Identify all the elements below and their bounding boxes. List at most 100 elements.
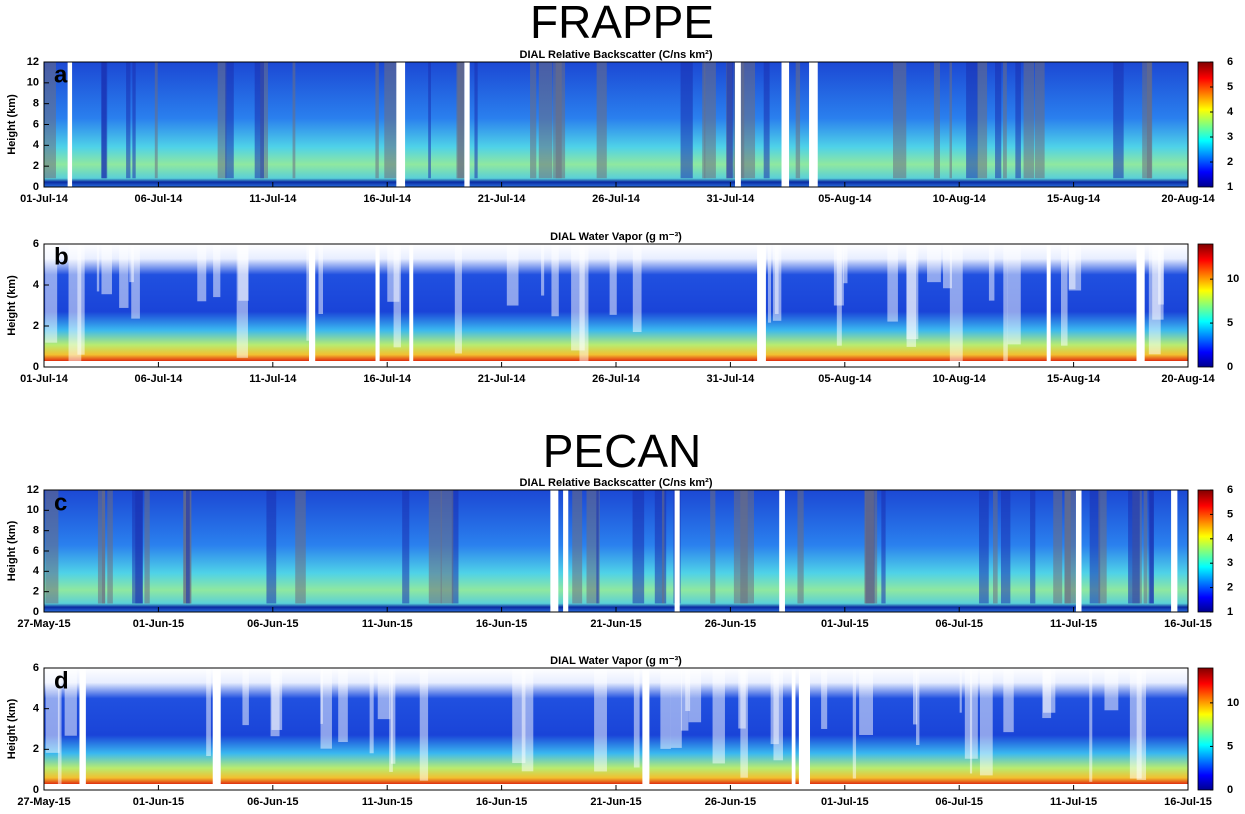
y-tick-label: 12 — [27, 56, 39, 68]
x-tick-label: 21-Jul-14 — [478, 373, 527, 385]
heatmap-stripe — [132, 62, 136, 179]
data-gap — [1046, 244, 1051, 367]
heatmap-stripe — [1034, 62, 1045, 179]
heatmap-stripe — [1030, 490, 1036, 604]
x-tick-label: 27-May-15 — [17, 618, 70, 630]
heatmap-stripe — [129, 244, 134, 283]
x-tick-label: 01-Jul-14 — [20, 193, 69, 205]
heatmap-stripe — [1015, 62, 1021, 179]
data-gap — [375, 244, 380, 367]
heatmap-stripe — [710, 490, 716, 604]
heatmap-stripe — [927, 244, 941, 283]
y-tick-label: 2 — [33, 586, 39, 598]
x-tick-label: 01-Jul-14 — [20, 373, 69, 385]
data-gap — [67, 62, 73, 187]
heatmap-stripe — [670, 668, 682, 748]
colorbar-tick-label: 4 — [1227, 106, 1234, 118]
colorbar-tick-label: 0 — [1227, 361, 1233, 373]
heatmap-stripe — [375, 62, 379, 179]
heatmap-stripe — [132, 490, 143, 604]
x-tick-label: 06-Jun-15 — [247, 618, 298, 630]
x-tick-label: 21-Jul-14 — [478, 193, 527, 205]
heatmap-stripe — [1113, 62, 1124, 179]
colorbar-tick-label: 3 — [1227, 131, 1233, 143]
data-gap — [791, 668, 796, 790]
heatmap-stripe — [881, 490, 886, 604]
heatmap-stripe — [57, 668, 62, 789]
x-tick-label: 10-Aug-14 — [933, 193, 987, 205]
y-tick-label: 4 — [33, 139, 40, 151]
colorbar-tick-label: 0 — [1227, 784, 1233, 796]
heatmap-stripe — [1023, 62, 1035, 179]
heatmap-stripe — [64, 668, 77, 736]
y-tick-label: 0 — [33, 606, 39, 618]
data-gap — [396, 62, 406, 187]
heatmap-stripe — [852, 668, 857, 779]
heatmap-stripe — [45, 490, 59, 604]
x-tick-label: 26-Jul-14 — [592, 193, 641, 205]
heatmap-stripe — [1146, 62, 1153, 179]
data-gap — [212, 668, 221, 790]
heatmap-stripe — [107, 490, 113, 604]
section-heading: PECAN — [543, 425, 701, 477]
x-tick-label: 06-Jul-14 — [135, 373, 184, 385]
heatmap-stripe — [726, 62, 734, 179]
heatmap-stripe — [913, 668, 918, 725]
y-tick-label: 6 — [33, 545, 39, 557]
heatmap-stripe — [96, 244, 100, 292]
heatmap-stripe — [213, 244, 221, 298]
heatmap-stripe — [154, 62, 158, 179]
x-tick-label: 26-Jun-15 — [705, 618, 756, 630]
x-tick-label: 31-Jul-14 — [707, 373, 756, 385]
colorbar-tick-label: 2 — [1227, 582, 1233, 594]
x-tick-label: 05-Aug-14 — [818, 373, 872, 385]
heatmap-stripe — [1128, 490, 1140, 604]
data-gap — [409, 244, 414, 367]
colorbar-tick-label: 3 — [1227, 557, 1233, 569]
heatmap-stripe — [906, 244, 919, 340]
heatmap-stripe — [454, 244, 462, 354]
heatmap-stripe — [633, 668, 640, 768]
heatmap-stripe — [428, 490, 442, 604]
heatmap-stripe — [384, 62, 398, 179]
heatmap-stripe — [1007, 244, 1021, 345]
section-heading: FRAPPE — [530, 0, 714, 48]
panel-title: DIAL Water Vapor (g m⁻³) — [550, 655, 682, 667]
y-tick-label: 4 — [33, 703, 40, 715]
heatmap-stripe — [632, 490, 645, 604]
y-tick-label: 2 — [33, 160, 39, 172]
y-tick-label: 2 — [33, 743, 39, 755]
heatmap-stripe — [661, 490, 665, 604]
x-tick-label: 27-May-15 — [17, 796, 70, 808]
heatmap-stripe — [702, 62, 706, 179]
heatmap-stripe — [821, 668, 828, 729]
heatmap-stripe — [795, 62, 801, 179]
heatmap-stripe — [402, 490, 410, 604]
heatmap-stripe — [419, 668, 429, 781]
heatmap-stripe — [538, 62, 553, 179]
heatmap-stripe — [217, 62, 227, 179]
colorbar-tick-label: 6 — [1227, 56, 1233, 68]
y-tick-label: 12 — [27, 484, 39, 496]
x-tick-label: 21-Jun-15 — [590, 618, 641, 630]
y-tick-label: 2 — [33, 320, 39, 332]
colorbar-tick-label: 2 — [1227, 156, 1233, 168]
x-tick-label: 26-Jun-15 — [705, 796, 756, 808]
heatmap-stripe — [1043, 668, 1056, 713]
panel-title: DIAL Relative Backscatter (C/ns km²) — [520, 49, 713, 61]
heatmap-stripe — [1003, 244, 1008, 361]
heatmap-stripe — [733, 490, 748, 604]
x-tick-label: 20-Aug-14 — [1161, 193, 1215, 205]
panel-label: c — [54, 489, 67, 516]
heatmap-stripe — [680, 62, 693, 179]
colorbar — [1197, 489, 1214, 613]
y-tick-label: 10 — [27, 77, 39, 89]
heatmap-stripe — [451, 490, 459, 604]
panel-label: a — [54, 61, 68, 88]
heatmap-stripe — [440, 490, 454, 604]
colorbar — [1197, 243, 1214, 368]
heatmap-stripe — [77, 244, 85, 355]
heatmap-stripe — [596, 490, 599, 604]
x-tick-label: 31-Jul-14 — [707, 193, 756, 205]
